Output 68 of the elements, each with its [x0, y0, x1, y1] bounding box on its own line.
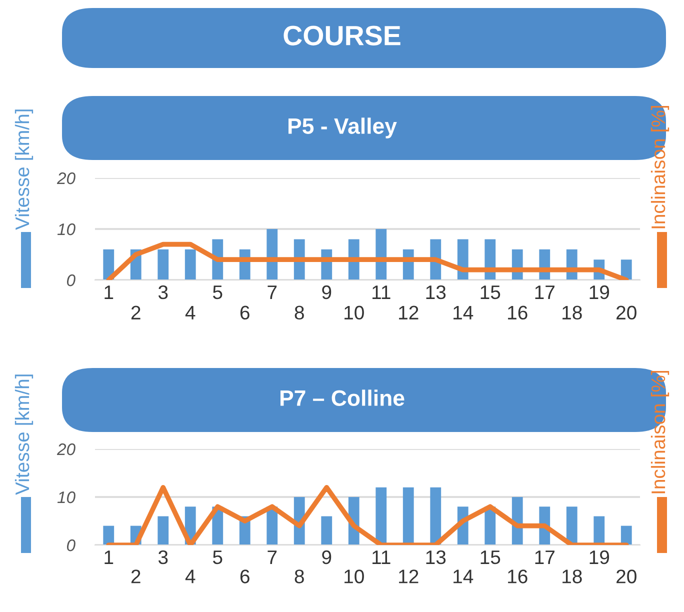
x-tick-label: 15: [480, 550, 500, 564]
x-tick-label: 8: [294, 570, 304, 584]
x-tick-label: 5: [212, 286, 222, 300]
x-tick-label: 5: [212, 550, 222, 564]
bar: [376, 229, 387, 280]
bar: [620, 526, 632, 545]
bar: [594, 516, 605, 545]
y-tick-label: 0: [67, 539, 76, 552]
bar: [184, 249, 196, 280]
x-tick-label: 7: [268, 550, 277, 564]
x-tick-label: 10: [344, 306, 364, 320]
bar: [158, 249, 169, 280]
x-tick-label: 13: [426, 285, 446, 300]
x-tick-label: 17: [535, 550, 554, 564]
bar: [103, 526, 114, 545]
x-tick-label: 9: [322, 550, 332, 564]
x-tick-label: 11: [372, 550, 390, 564]
x-tick-label: 19: [590, 550, 610, 564]
x-tick-label: 9: [322, 285, 332, 300]
bar: [566, 506, 578, 545]
bar: [402, 487, 414, 545]
x-tick-label: 20: [616, 570, 636, 584]
x-tick-label: 15: [480, 286, 500, 300]
chart-title: COURSE: [284, 26, 400, 46]
x-tick-label: 13: [426, 550, 446, 564]
text: Inclinaison [%]: [650, 371, 670, 494]
x-tick-label: 2: [131, 570, 140, 584]
bar: [321, 516, 332, 545]
chart-title: P7 – Colline: [280, 390, 404, 406]
x-tick-label: 16: [508, 306, 528, 320]
y-tick-label: 10: [57, 491, 76, 504]
bar: [158, 516, 169, 545]
x-tick-label: 6: [240, 306, 250, 320]
bar: [430, 487, 442, 545]
x-tick-label: 10: [344, 570, 364, 584]
y-tick-label: 0: [67, 274, 76, 286]
x-tick-label: 14: [454, 306, 474, 320]
x-tick-label: 18: [562, 306, 582, 320]
y-tick-label: 20: [56, 443, 76, 456]
y-tick-label: 10: [57, 223, 76, 236]
x-tick-label: 16: [508, 570, 528, 584]
bar: [376, 487, 387, 545]
bar: [266, 229, 278, 280]
text: Vitesse [km/h]: [14, 110, 34, 230]
y-tick-label: 20: [56, 172, 76, 184]
x-tick-label: 11: [372, 286, 390, 299]
x-tick-label: 19: [590, 285, 610, 300]
x-tick-label: 1: [104, 286, 114, 299]
x-tick-label: 8: [294, 306, 304, 320]
text: Inclinaison [%]: [650, 106, 670, 228]
x-tick-label: 1: [104, 550, 114, 564]
x-tick-label: 4: [185, 570, 196, 584]
line-series: [106, 484, 629, 545]
chart-subtitle: P5 - Valley: [288, 118, 397, 138]
x-tick-label: 20: [616, 306, 636, 320]
x-tick-label: 14: [454, 570, 474, 584]
x-tick-label: 3: [158, 550, 168, 564]
x-tick-label: 18: [562, 570, 582, 584]
x-tick-label: 12: [399, 306, 418, 320]
x-tick-label: 3: [158, 285, 168, 300]
text: Vitesse [km/h]: [14, 374, 34, 495]
line-series: [106, 242, 629, 280]
x-tick-label: 6: [240, 570, 250, 584]
x-tick-label: 7: [268, 286, 277, 299]
x-tick-label: 17: [535, 286, 554, 299]
x-tick-label: 4: [185, 306, 196, 320]
x-tick-label: 12: [399, 570, 418, 584]
x-tick-label: 2: [131, 306, 140, 320]
